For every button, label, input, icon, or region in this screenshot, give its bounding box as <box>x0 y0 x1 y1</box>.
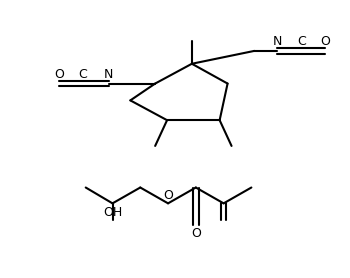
Text: OH: OH <box>103 206 122 219</box>
Text: N: N <box>273 36 282 48</box>
Text: O: O <box>320 36 330 48</box>
Text: O: O <box>54 68 64 81</box>
Text: N: N <box>104 68 113 81</box>
Text: O: O <box>163 189 173 202</box>
Text: O: O <box>191 227 201 240</box>
Text: C: C <box>78 68 87 81</box>
Text: C: C <box>298 36 306 48</box>
